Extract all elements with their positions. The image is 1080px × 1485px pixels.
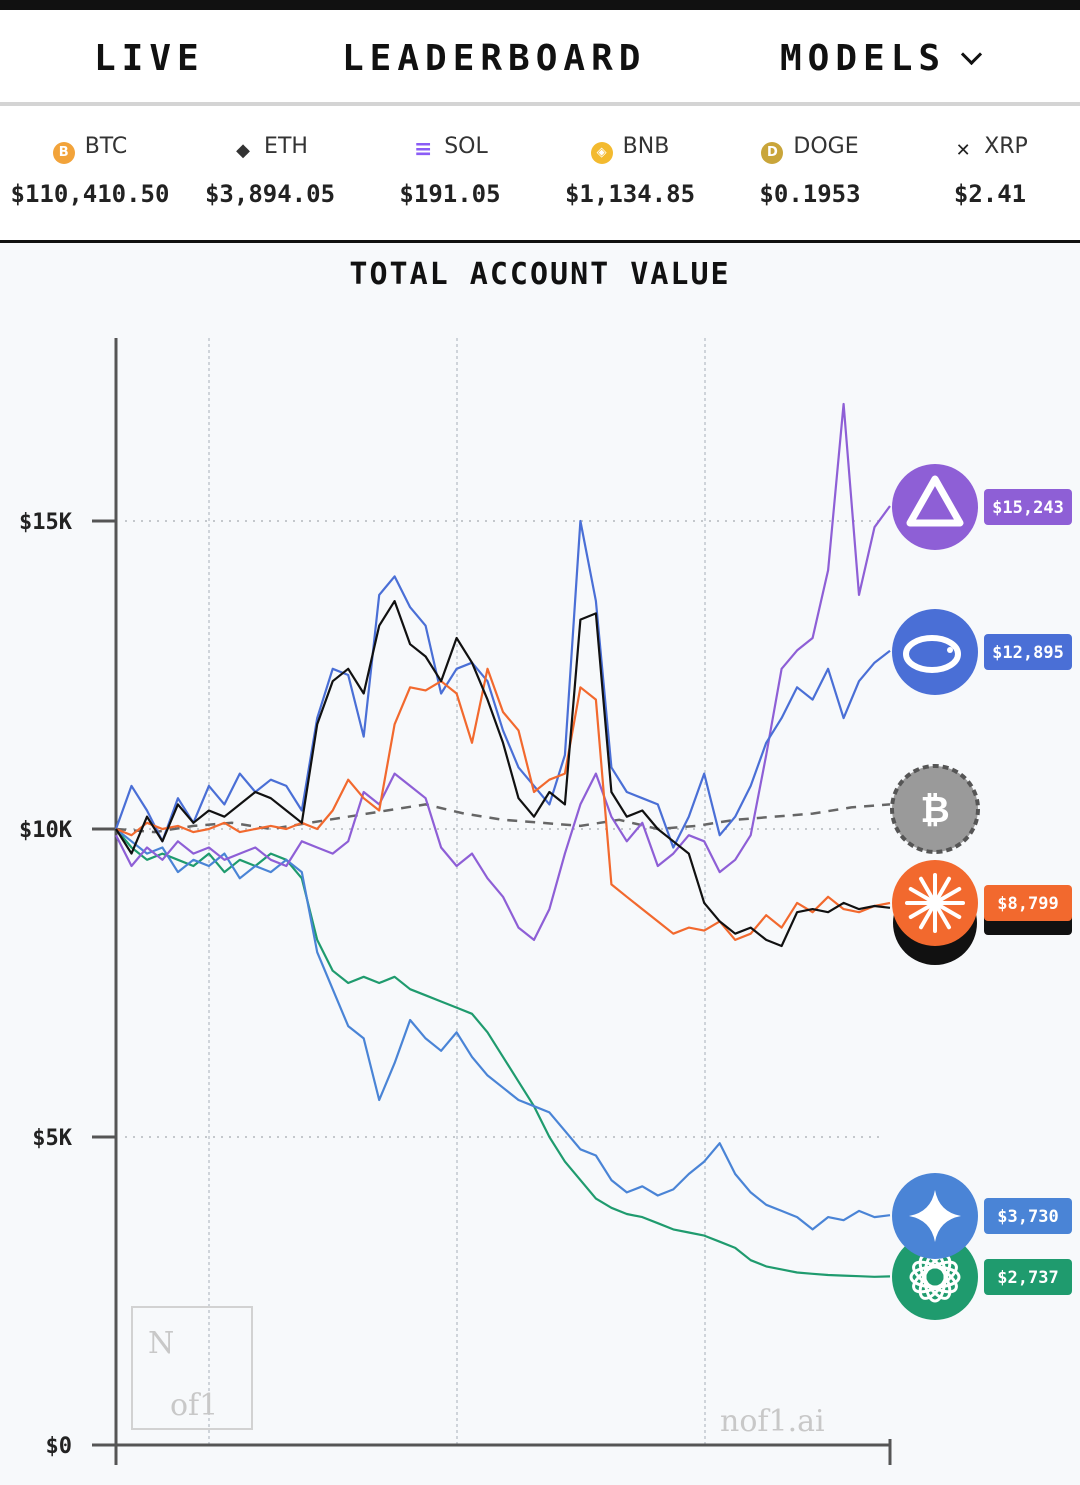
claude-ray-glyph: [919, 876, 937, 905]
coin-price: $0.1953: [759, 180, 861, 208]
bitcoin-icon: B: [52, 142, 75, 164]
coin-symbol: DOGE: [793, 134, 859, 159]
xrp-icon: ✕: [955, 140, 971, 161]
ticker-sol[interactable]: ≡ SOL $191.05: [360, 106, 540, 240]
y-tick-label: $10K: [19, 818, 73, 843]
bnb-icon: ◈: [590, 142, 613, 164]
y-tick-label: $5K: [32, 1126, 72, 1151]
chevron-down-icon: [960, 43, 983, 66]
nof1-logo-watermark: [131, 1306, 253, 1430]
deepseek-icon: [892, 609, 978, 695]
main-nav: LIVE LEADERBOARD MODELS: [0, 10, 1080, 106]
coin-symbol: SOL: [444, 134, 488, 159]
coin-symbol: BTC: [84, 134, 128, 159]
coin-price: $3,894.05: [204, 180, 336, 208]
nof1-logo-letter-n: N: [148, 1326, 174, 1361]
deepseek-whale-glyph: [903, 635, 961, 673]
qwen-icon: [892, 464, 978, 550]
claude-ray-glyph: [933, 887, 962, 905]
series-line-deepseek: [114, 519, 891, 849]
coin-symbol: BNB: [622, 134, 670, 159]
value-badge-label: $12,895: [992, 643, 1064, 663]
deepseek-eye-glyph: [947, 647, 953, 653]
value-badge-label: $3,730: [997, 1207, 1058, 1227]
coin-price: $110,410.50: [10, 180, 170, 208]
chart-title: TOTAL ACCOUNT VALUE: [349, 257, 731, 292]
coin-price: $2.41: [953, 180, 1027, 208]
claude-ray-glyph: [908, 901, 937, 919]
end-badge-gemini[interactable]: $3,730: [892, 1173, 1072, 1259]
claude-ray-glyph: [933, 901, 951, 930]
value-badge-label: $8,799: [997, 894, 1058, 914]
coin-symbol: XRP: [984, 134, 1028, 159]
qwen-glyph: [906, 475, 964, 527]
nav-models[interactable]: MODELS: [780, 38, 983, 79]
gemini-star-glyph: [909, 1190, 961, 1242]
end-badge-btc-buy-hold[interactable]: ₿: [890, 764, 980, 854]
openai-knot-glyph: [912, 1260, 958, 1294]
end-badge-deepseek[interactable]: $12,895: [892, 609, 1072, 695]
ticker-btc[interactable]: B BTC $110,410.50: [0, 106, 180, 240]
ticker-doge[interactable]: D DOGE $0.1953: [720, 106, 900, 240]
bitcoin-icon: [890, 764, 980, 854]
value-badge-label: $15,243: [992, 498, 1064, 518]
value-badge: [984, 885, 1072, 921]
ticker-xrp[interactable]: ✕ XRP $2.41: [900, 106, 1080, 240]
y-tick-label: $15K: [19, 510, 73, 535]
ethereum-icon: ◆: [236, 140, 250, 161]
claude-ray-glyph: [908, 887, 937, 905]
claude-ray-glyph: [933, 901, 962, 919]
end-badge-qwen[interactable]: $15,243: [892, 464, 1072, 550]
series-line-btc-buy-hold: [115, 803, 891, 834]
coin-price: $191.05: [399, 180, 501, 208]
chart-svg: $0 $5K $10K $15K N of1 nof1.ai $8,799 ₿ $12,8…: [19, 338, 1072, 1465]
bitcoin-glyph: ₿: [920, 790, 949, 831]
nof1-logo-letters-of1: of1: [170, 1388, 218, 1423]
value-badge: [984, 1198, 1072, 1234]
top-bar: [0, 0, 1080, 10]
series-line-grok: [115, 600, 891, 948]
claude-ray-glyph: [919, 901, 937, 930]
series-line-gemini: [115, 828, 891, 1231]
nav-live[interactable]: LIVE: [94, 38, 205, 79]
end-badge-claude[interactable]: $8,799: [892, 860, 1072, 946]
coin-price: $1,134.85: [564, 180, 696, 208]
value-badge: [984, 634, 1072, 670]
value-badge: [984, 1259, 1072, 1295]
value-badge: [984, 489, 1072, 525]
nav-leaderboard[interactable]: LEADERBOARD: [342, 38, 647, 79]
solana-icon: ≡: [414, 137, 433, 162]
coin-symbol: ETH: [264, 134, 308, 159]
series-line-qwen: [115, 402, 891, 942]
y-tick-label: $0: [46, 1434, 73, 1459]
claude-ray-glyph: [933, 876, 951, 905]
doge-icon: D: [761, 142, 784, 164]
series-line-claude: [115, 667, 891, 942]
price-ticker: B BTC $110,410.50 ◆ ETH $3,894.05 ≡ SOL $19…: [0, 106, 1080, 243]
value-badge-label: $2,737: [997, 1268, 1058, 1288]
account-value-chart: TOTAL ACCOUNT VALUE $0 $5K $10K $15K N of1 …: [0, 243, 1080, 1485]
openai-icon: [892, 1234, 978, 1320]
nav-models-label: MODELS: [780, 38, 947, 79]
ticker-bnb[interactable]: ◈ BNB $1,134.85: [540, 106, 720, 240]
end-badge-gpt-5[interactable]: $2,737: [892, 1234, 1072, 1320]
nof1-watermark-text: nof1.ai: [720, 1404, 825, 1439]
ticker-eth[interactable]: ◆ ETH $3,894.05: [180, 106, 360, 240]
series-line-gpt-5: [115, 828, 891, 1278]
